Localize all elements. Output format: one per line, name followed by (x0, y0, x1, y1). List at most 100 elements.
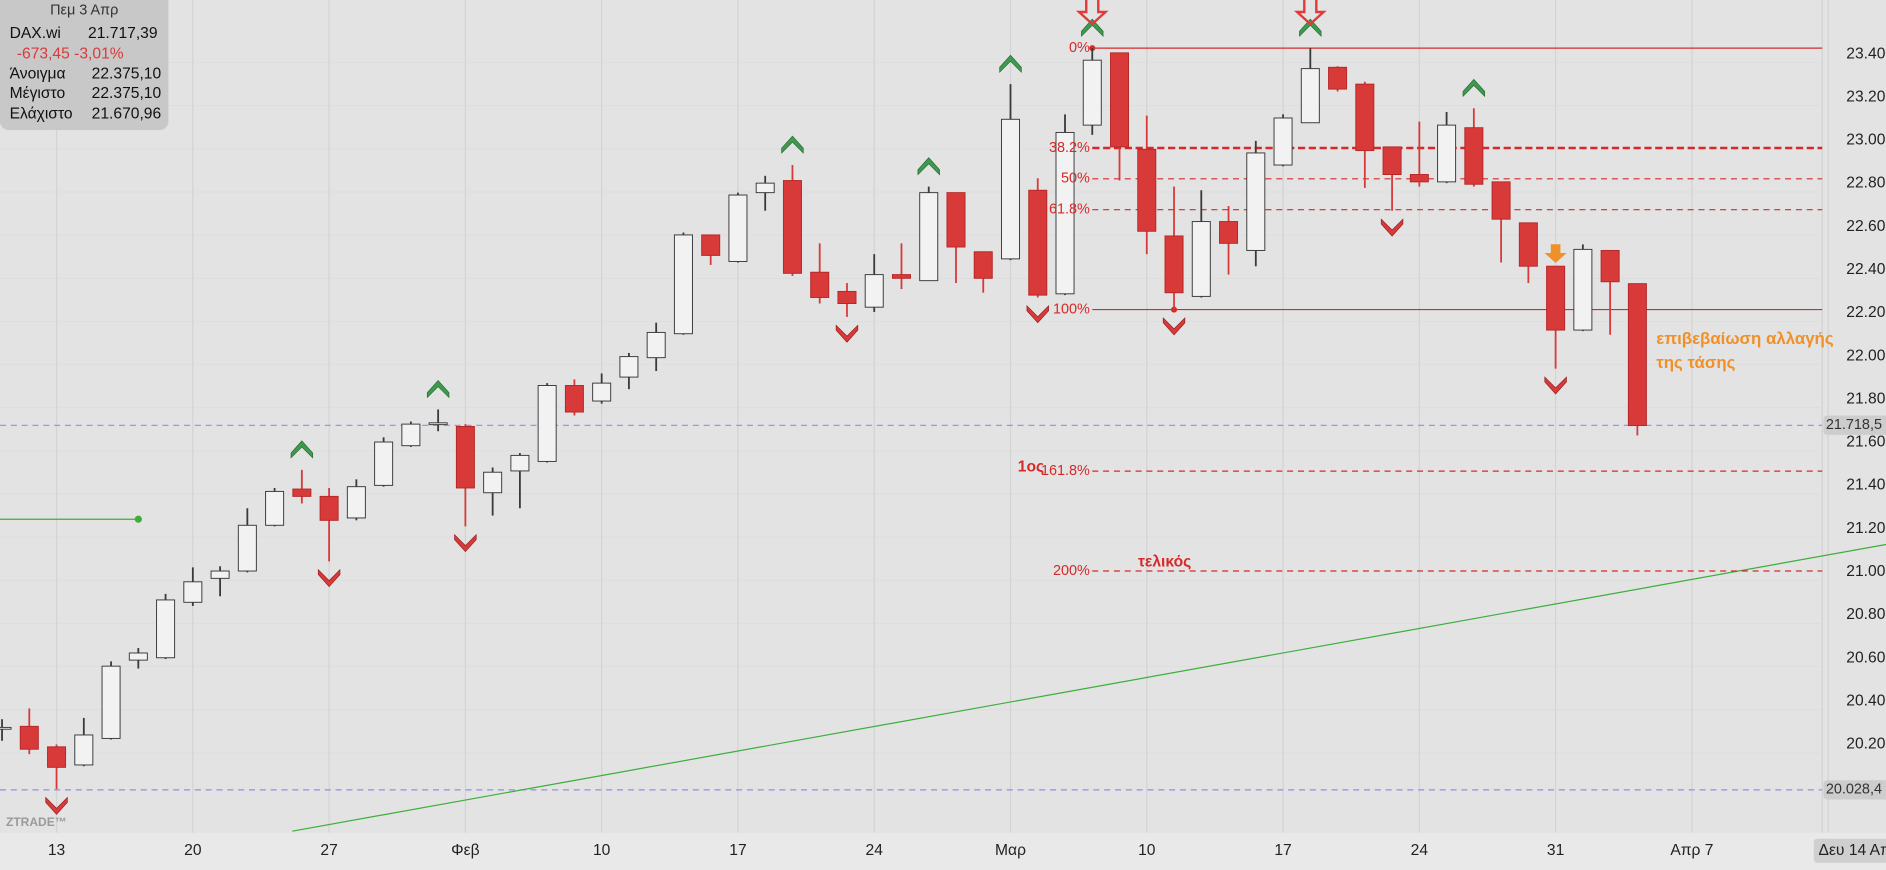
y-tick-label: 21.000 (1846, 563, 1886, 580)
x-tick-label: 20 (184, 842, 202, 859)
y-tick-label: 22.200 (1846, 304, 1886, 321)
candle-body (810, 271, 830, 298)
candle-body (19, 725, 39, 750)
x-tick-label: Δευ 14 Απ (1819, 842, 1886, 859)
annotation: της τάσης (1656, 353, 1735, 372)
candle-body (1328, 66, 1348, 90)
annotation: επιβεβαίωση αλλαγής (1656, 329, 1834, 348)
candle-body (1110, 52, 1130, 148)
buy-signal (999, 54, 1022, 73)
candle-body (673, 234, 693, 335)
price-tag-bg (1823, 780, 1886, 800)
buy-signal (781, 135, 804, 154)
fib-label: 38.2% (1049, 140, 1090, 156)
candle-body (564, 385, 584, 413)
signal-arrow (1075, 0, 1109, 26)
candle-body (1546, 265, 1566, 331)
info-label: Άνοιγμα (10, 66, 66, 83)
candle-body (1246, 152, 1266, 251)
candle-body (47, 746, 67, 768)
candle-body (1300, 68, 1320, 124)
fib-label: 0% (1069, 40, 1090, 56)
sell-signal (45, 796, 68, 815)
x-tick-label: Φεβ (451, 842, 479, 859)
signal-arrow (1544, 244, 1567, 264)
x-tick-label: 10 (593, 842, 611, 859)
grid-layer (55, 0, 1829, 833)
y-tick-label: 20.600 (1846, 649, 1886, 666)
candle-body (1055, 131, 1075, 295)
candle-body (1000, 118, 1021, 260)
level-line-dot (134, 515, 142, 523)
x-tick-label: Μαρ (995, 842, 1026, 859)
fib-label: 161.8% (1041, 463, 1090, 479)
candle-body (728, 194, 748, 262)
x-tick-label: Απρ 7 (1670, 842, 1713, 859)
signal-arrow (1293, 0, 1327, 26)
y-tick-label: 20.200 (1846, 736, 1886, 753)
candle-body (837, 290, 857, 305)
candle-body (1573, 248, 1593, 331)
price-tag: 21.718,5 (1826, 417, 1882, 433)
candle-body (891, 274, 911, 279)
candle-body (1600, 249, 1620, 283)
candle-body (1409, 174, 1429, 183)
candle-body (1273, 117, 1293, 166)
candle-body (1355, 83, 1375, 152)
candle-body (919, 192, 939, 282)
x-tick-label: 24 (866, 842, 884, 859)
candle-body (1164, 235, 1184, 294)
sell-signal (454, 533, 477, 553)
price-tag: 20.028,4 (1826, 782, 1882, 798)
candle-body (210, 570, 230, 579)
info-value: 22.375,10 (92, 85, 162, 102)
buy-signal (426, 380, 450, 399)
candle-body (1518, 222, 1538, 267)
x-tick-label: 24 (1411, 842, 1429, 859)
y-tick-label: 23.000 (1846, 132, 1886, 149)
candle-body (265, 490, 285, 526)
x-tick-label: 13 (48, 842, 65, 859)
candle-body (156, 599, 176, 659)
x-axis-strip (0, 832, 1886, 870)
fib-note: 1ος (1018, 459, 1044, 476)
x-tick-label: 17 (1274, 842, 1291, 859)
sell-signal (1162, 317, 1186, 336)
buy-signal (290, 440, 314, 459)
candle-body (1382, 146, 1402, 176)
x-tick-label: 17 (729, 842, 746, 859)
sell-signal (1544, 376, 1567, 395)
candle-body (1437, 124, 1457, 183)
y-tick-label: 20.400 (1846, 692, 1886, 709)
x-tick-label: 10 (1138, 842, 1156, 859)
candle-body (537, 385, 557, 462)
info-value: 22.375,10 (92, 66, 162, 83)
candle-body (864, 274, 884, 308)
candle-body (755, 182, 775, 194)
price-tag-bg (1823, 415, 1886, 435)
candle-body (74, 734, 94, 766)
sell-signal (1380, 218, 1404, 237)
y-tick-label: 20.800 (1846, 606, 1886, 623)
x-tick-label: 31 (1547, 842, 1564, 859)
y-tick-label: 22.800 (1846, 175, 1886, 192)
info-date: Πεμ 3 Απρ (50, 3, 118, 19)
candle-body (646, 331, 666, 359)
sell-signal (317, 568, 341, 588)
candle-body (1219, 221, 1239, 244)
candle-body (592, 382, 612, 402)
watermark: ZTRADE™ (6, 815, 67, 829)
info-change: -673,45 -3,01% (17, 45, 124, 62)
candle-body (946, 192, 966, 248)
info-value: 21.670,96 (92, 105, 162, 122)
candle-body (128, 652, 148, 661)
info-box: Πεμ 3 Απρ DAX.wi 21.717,39 -673,45 -3,01… (0, 0, 169, 130)
y-tick-label: 23.200 (1846, 88, 1886, 105)
candle-body (1028, 189, 1048, 296)
candle-body (428, 422, 448, 426)
trendline (292, 543, 1886, 832)
y-tick-label: 21.200 (1846, 520, 1886, 537)
info-last: 21.717,39 (88, 25, 158, 42)
fib-label: 100% (1053, 301, 1090, 317)
y-tick-label: 22.000 (1846, 347, 1886, 364)
